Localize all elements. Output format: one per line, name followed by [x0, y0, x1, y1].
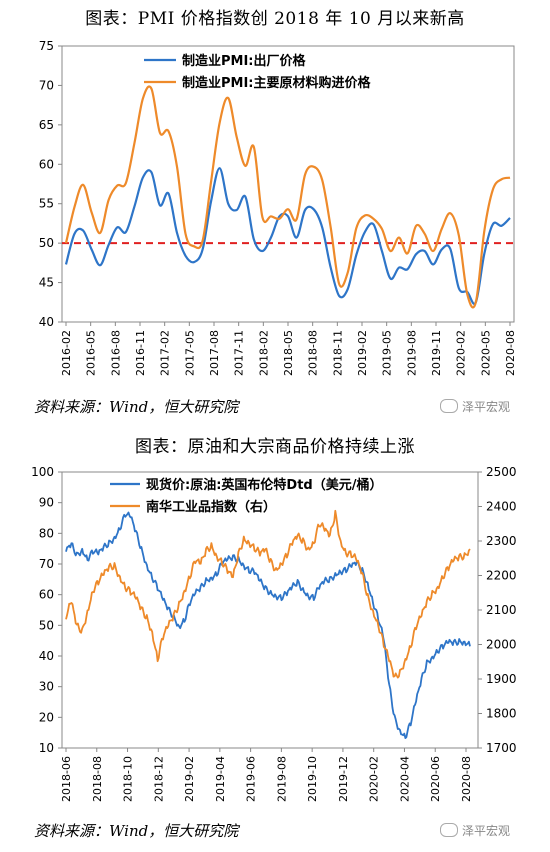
- c2-ytick-right-label: 1700: [486, 741, 517, 755]
- c2-xtick-label: 2019-02: [183, 756, 196, 802]
- chart2-title: 图表：原油和大宗商品价格持续上涨: [135, 437, 415, 457]
- c2-xtick-label: 2018-10: [122, 756, 135, 802]
- c1-series-line-0: [64, 167, 511, 305]
- c2-ytick-right-label: 1800: [486, 707, 517, 721]
- c1-xtick-label: 2017-05: [183, 330, 196, 376]
- c1-ytick-label: 45: [39, 276, 54, 290]
- c1-ytick-label: 65: [39, 118, 54, 132]
- c1-series-line-1: [64, 85, 511, 309]
- c1-xtick-label: 2018-05: [282, 330, 295, 376]
- wechat-icon: [439, 399, 458, 413]
- c2-xtick-label: 2019-08: [275, 756, 288, 802]
- c2-ytick-left-label: 10: [39, 741, 54, 755]
- c1-xtick-label: 2016-11: [134, 330, 147, 376]
- c2-xtick-label: 2020-02: [368, 756, 381, 802]
- c2-ytick-left-label: 70: [39, 557, 54, 571]
- c1-xtick-label: 2016-05: [85, 330, 98, 376]
- c2-xtick-label: 2019-04: [214, 756, 227, 802]
- c2-ytick-left-label: 20: [39, 710, 54, 724]
- watermark-1: 泽平宏观: [439, 398, 510, 415]
- c1-xtick-label: 2020-08: [504, 330, 517, 376]
- wechat-icon: [439, 823, 458, 837]
- c1-xtick-label: 2019-05: [381, 330, 394, 376]
- c1-ytick-label: 40: [39, 315, 54, 329]
- watermark-text: 泽平宏观: [461, 824, 510, 838]
- c2-ytick-right-label: 2000: [486, 638, 517, 652]
- c2-ytick-left-label: 40: [39, 649, 54, 663]
- watermark-2: 泽平宏观: [439, 822, 510, 839]
- chart1-title: 图表：PMI 价格指数创 2018 年 10 月以来新高: [85, 9, 465, 29]
- c1-xtick-label: 2017-08: [208, 330, 221, 376]
- c1-xtick-label: 2016-02: [60, 330, 73, 376]
- c1-xtick-label: 2018-11: [331, 330, 344, 376]
- chart2-svg: 10 20 30 40 50 60 70 80 90 100 1700 1800 1900 2000 210…: [31, 465, 517, 802]
- c2-ytick-left-label: 50: [39, 618, 54, 632]
- c2-xtick-label: 2020-04: [398, 756, 411, 802]
- c2-ytick-left-label: 30: [39, 680, 54, 694]
- c1-xtick-label: 2019-08: [405, 330, 418, 376]
- c1-ytick-label: 70: [39, 78, 54, 92]
- c1-xtick-label: 2019-02: [356, 330, 369, 376]
- c2-xtick-label: 2018-12: [152, 756, 165, 802]
- c2-series-line-0: [65, 511, 471, 739]
- c2-ytick-right-label: 2200: [486, 569, 517, 583]
- c1-xtick-label: 2017-02: [159, 330, 172, 376]
- c2-xtick-label: 2019-10: [306, 756, 319, 802]
- chart2-legend: 现货价:原油:英国布伦特Dtd（美元/桶） 南华工业品指数（右）: [110, 477, 382, 515]
- c2-xtick-label: 2020-06: [429, 756, 442, 802]
- c2-ytick-right-label: 2400: [486, 500, 517, 514]
- c2-ytick-right-label: 1900: [486, 672, 517, 686]
- c2-xtick-label: 2019-06: [245, 756, 258, 802]
- c2-ytick-left-label: 100: [31, 465, 54, 479]
- c1-xtick-label: 2018-02: [257, 330, 270, 376]
- watermark-text: 泽平宏观: [461, 400, 510, 414]
- c2-ytick-left-label: 80: [39, 526, 54, 540]
- c2-ytick-right-label: 2100: [486, 603, 517, 617]
- c1-legend-label-1: 制造业PMI:主要原材料购进价格: [182, 75, 372, 91]
- c2-xtick-label: 2018-06: [60, 756, 73, 802]
- c1-legend-label-0: 制造业PMI:出厂价格: [182, 53, 307, 69]
- chart1-source: 资料来源：Wind，恒大研究院: [34, 398, 239, 416]
- c2-ytick-left-label: 60: [39, 588, 54, 602]
- c1-ytick-label: 55: [39, 197, 54, 211]
- c2-ytick-right-label: 2500: [486, 465, 517, 479]
- c1-xtick-label: 2020-02: [455, 330, 468, 376]
- c2-legend-label-0: 现货价:原油:英国布伦特Dtd（美元/桶）: [146, 477, 382, 493]
- c1-xtick-label: 2018-08: [307, 330, 320, 376]
- c1-xtick-label: 2017-11: [233, 330, 246, 376]
- c1-ytick-label: 75: [39, 39, 54, 53]
- c2-xtick-label: 2020-08: [460, 756, 473, 802]
- c2-xtick-label: 2019-12: [337, 756, 350, 802]
- c1-xtick-label: 2019-11: [430, 330, 443, 376]
- c2-legend-label-1: 南华工业品指数（右）: [146, 499, 276, 515]
- chart1-svg: 40 45 50 55 60 65 70 75 2016-02 2016-05 2016-08 201…: [39, 39, 517, 376]
- chart2-source: 资料来源：Wind，恒大研究院: [34, 822, 239, 840]
- c1-ytick-label: 50: [39, 236, 54, 250]
- c1-ytick-label: 60: [39, 157, 54, 171]
- c2-series-line-1: [65, 509, 471, 679]
- c2-xtick-label: 2018-08: [91, 756, 104, 802]
- c2-ytick-right-label: 2300: [486, 534, 517, 548]
- c1-xtick-label: 2020-05: [479, 330, 492, 376]
- c1-xtick-label: 2016-08: [109, 330, 122, 376]
- c2-ytick-left-label: 90: [39, 496, 54, 510]
